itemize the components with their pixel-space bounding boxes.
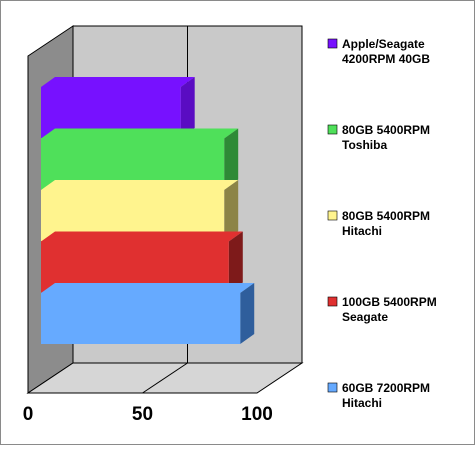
bar-top-face [41, 128, 239, 139]
legend-swatch [327, 210, 338, 221]
bar-5 [41, 283, 255, 344]
bar-side-face [240, 283, 255, 344]
bar-side-face [180, 77, 195, 138]
legend-label: 80GB 5400RPM Hitachi [342, 209, 430, 238]
legend-label: 60GB 7200RPM Hitachi [342, 381, 430, 410]
bar-front-face [41, 293, 241, 344]
legend-item-4: 100GB 5400RPM Seagate [327, 295, 437, 324]
bar-side-face [224, 128, 239, 190]
bar-side-face [224, 180, 239, 241]
legend-label: 100GB 5400RPM Seagate [342, 295, 437, 324]
bar-top-face [41, 283, 255, 293]
legend-swatch [327, 38, 338, 49]
legend-swatch [327, 124, 338, 135]
x-tick-label: 0 [23, 404, 34, 425]
legend-label: 80GB 5400RPM Toshiba [342, 123, 430, 152]
legend-swatch [327, 382, 338, 393]
bar-top-face [41, 77, 195, 87]
bar-side-face [228, 231, 243, 293]
legend: Apple/Seagate 4200RPM 40GB 80GB 5400RPM Tos… [327, 37, 437, 410]
x-tick-label: 50 [132, 404, 153, 425]
bar-top-face [41, 180, 239, 190]
legend-item-1: Apple/Seagate 4200RPM 40GB [327, 37, 430, 66]
x-axis-ticks: 0 50 100 [23, 404, 273, 425]
legend-swatch [327, 296, 338, 307]
legend-label: Apple/Seagate 4200RPM 40GB [342, 37, 430, 66]
legend-item-5: 60GB 7200RPM Hitachi [327, 381, 430, 410]
floor-gridline-50 [142, 362, 188, 394]
legend-item-2: 80GB 5400RPM Toshiba [327, 123, 430, 152]
bars [41, 77, 255, 344]
legend-item-3: 80GB 5400RPM Hitachi [327, 209, 430, 238]
x-tick-label: 100 [241, 404, 273, 425]
bar-top-face [41, 231, 243, 242]
